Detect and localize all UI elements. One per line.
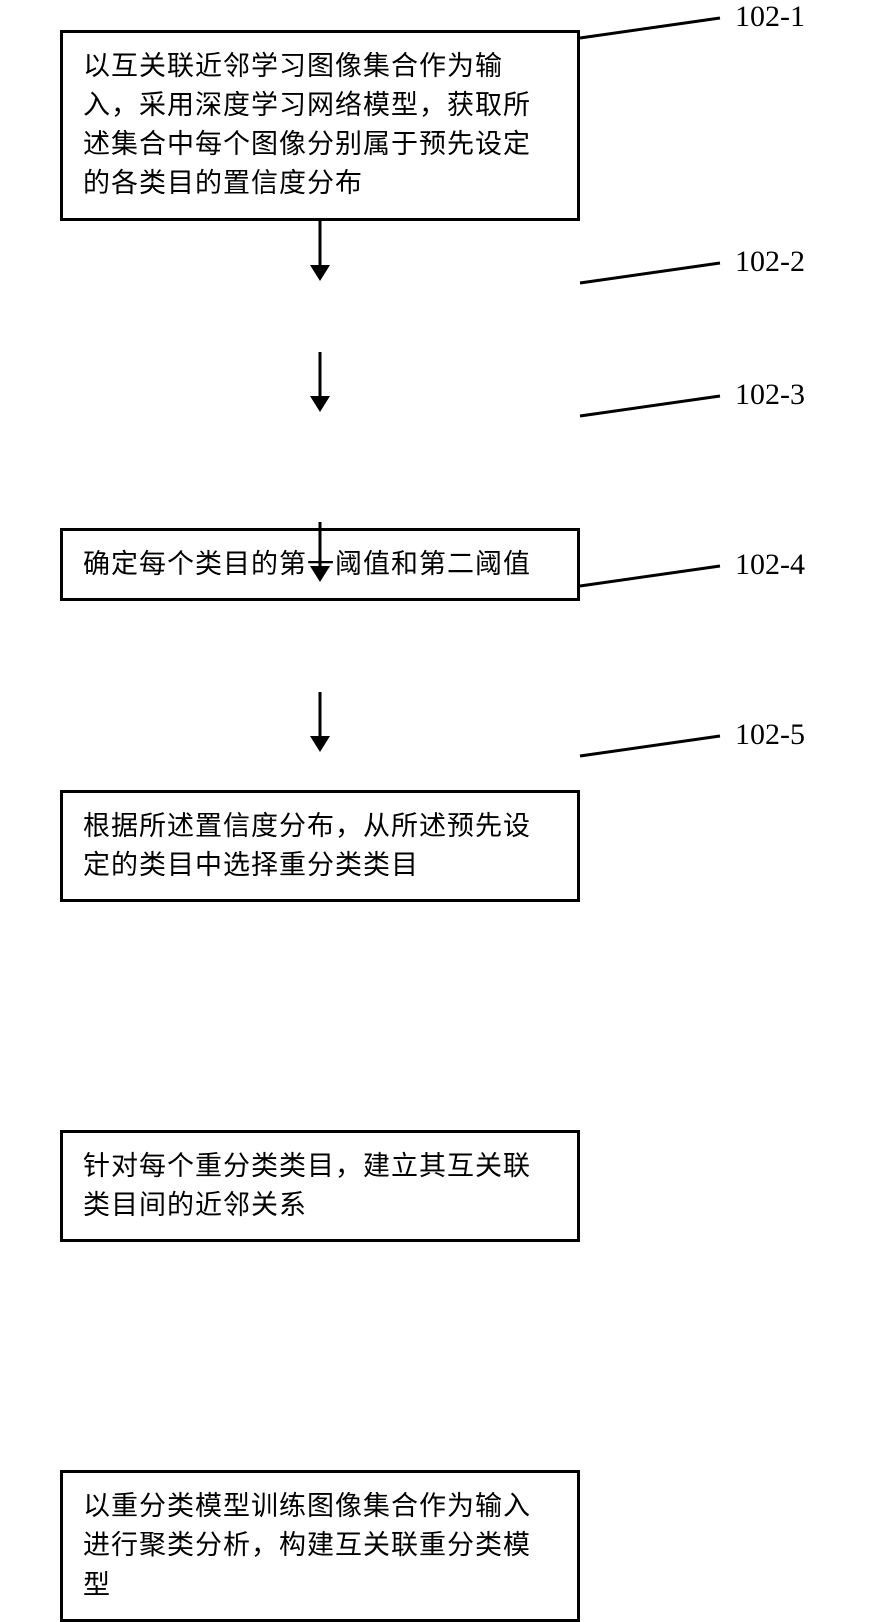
arrow-head-icon [310,566,330,582]
arrow-head-icon [310,736,330,752]
arrow-head-icon [310,265,330,281]
flow-step-text: 以互关联近邻学习图像集合作为输入，采用深度学习网络模型，获取所述集合中每个图像分… [83,47,557,204]
flow-step-box: 针对每个重分类类目，建立其互关联类目间的近邻关系 [60,1130,580,1242]
flow-step-text: 针对每个重分类类目，建立其互关联类目间的近邻关系 [83,1147,557,1225]
flow-step-label: 102-5 [735,718,805,752]
flow-step-label: 102-2 [735,245,805,279]
flow-arrow [60,352,580,410]
flow-step-label: 102-3 [735,378,805,412]
flow-step-label: 102-4 [735,548,805,582]
arrow-head-icon [310,396,330,412]
arrow-line [319,352,322,398]
flowchart-container: 以互关联近邻学习图像集合作为输入，采用深度学习网络模型，获取所述集合中每个图像分… [60,30,660,902]
arrow-line [319,692,322,738]
flow-step-box: 以重分类模型训练图像集合作为输入进行聚类分析，构建互关联重分类模型 [60,1470,580,1621]
flow-step-box: 根据所述置信度分布，从所述预先设定的类目中选择重分类类目 [60,790,580,902]
flow-step-label: 102-1 [735,0,805,34]
flow-step-box: 以互关联近邻学习图像集合作为输入，采用深度学习网络模型，获取所述集合中每个图像分… [60,30,580,221]
arrow-line [319,522,322,568]
flow-step-text: 以重分类模型训练图像集合作为输入进行聚类分析，构建互关联重分类模型 [83,1487,557,1604]
arrow-line [319,221,322,267]
flow-arrow [60,221,580,279]
flow-arrow [60,692,580,750]
flow-step-text: 根据所述置信度分布，从所述预先设定的类目中选择重分类类目 [83,807,557,885]
flow-arrow [60,522,580,580]
